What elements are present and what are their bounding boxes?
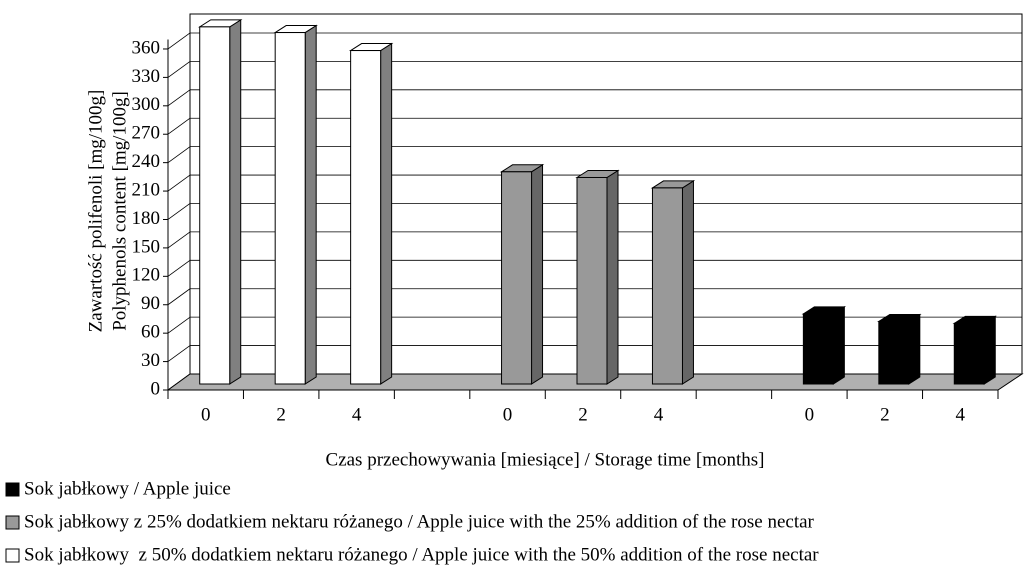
legend-label: Sok jabłkowy / Apple juice xyxy=(24,478,231,499)
grid-line xyxy=(167,146,191,163)
y-tick-label: 330 xyxy=(132,66,161,87)
x-label: Czas przechowywania [miesiące] / Storage… xyxy=(326,449,765,470)
y-tick-label: 270 xyxy=(132,123,161,144)
bar-side xyxy=(681,179,694,385)
grid-line xyxy=(167,61,191,78)
x-tick-label: 0 xyxy=(201,404,211,425)
grid-line xyxy=(167,260,191,277)
grid-line xyxy=(167,203,191,220)
x-tick-label: 2 xyxy=(880,404,890,425)
x-tick-label: 2 xyxy=(578,404,588,425)
y-tick-label: 120 xyxy=(132,265,161,286)
bar-side xyxy=(531,163,544,385)
x-tick-label: 4 xyxy=(956,404,966,425)
y-tick-label: 360 xyxy=(132,37,161,58)
y-tick-label: 180 xyxy=(132,208,161,229)
bar xyxy=(953,322,985,385)
grid-line xyxy=(167,117,191,135)
legend-swatch xyxy=(5,548,20,563)
x-tick-label: 4 xyxy=(352,404,362,425)
legend-swatch xyxy=(5,482,20,497)
bar xyxy=(576,176,608,385)
grid-line xyxy=(167,231,191,249)
bar-side xyxy=(832,305,845,385)
grid-line xyxy=(167,288,191,306)
y-label: Polyphenols content [mg/100g] xyxy=(109,91,130,331)
bar xyxy=(651,187,683,385)
bar-side xyxy=(304,24,317,385)
bar xyxy=(350,50,382,385)
x-tick-label: 4 xyxy=(654,404,664,425)
legend-label: Sok jabłkowy z 50% dodatkiem nektaru róż… xyxy=(24,544,819,565)
y-tick-label: 210 xyxy=(132,179,161,200)
grid-line xyxy=(167,174,191,192)
y-tick-label: 240 xyxy=(132,151,161,172)
bar xyxy=(501,171,533,385)
bar-side xyxy=(229,18,242,385)
legend-swatch xyxy=(5,515,20,530)
bar xyxy=(274,32,306,385)
grid-line xyxy=(167,32,191,50)
bar-side xyxy=(380,42,393,385)
y-tick-label: 300 xyxy=(132,94,161,115)
y-tick-label: 0 xyxy=(151,378,161,399)
y-tick-label: 30 xyxy=(141,350,160,371)
grid-line xyxy=(167,89,191,107)
bar-side xyxy=(983,315,996,385)
grid-line xyxy=(167,316,191,334)
bar xyxy=(878,320,910,385)
x-tick-label: 0 xyxy=(503,404,513,425)
y-tick-label: 60 xyxy=(141,322,160,343)
bar xyxy=(199,26,231,385)
y-tick-label: 90 xyxy=(141,293,160,314)
legend-label: Sok jabłkowy z 25% dodatkiem nektaru róż… xyxy=(24,511,815,532)
y-tick-label: 150 xyxy=(132,236,161,257)
bar-side xyxy=(606,169,619,385)
x-tick-label: 0 xyxy=(805,404,815,425)
x-tick-label: 2 xyxy=(276,404,286,425)
grid-line xyxy=(167,345,191,362)
bar xyxy=(802,313,834,385)
bar-side xyxy=(908,313,921,385)
y-label: Zawartość polifenoli [mg/100g] xyxy=(85,90,106,333)
